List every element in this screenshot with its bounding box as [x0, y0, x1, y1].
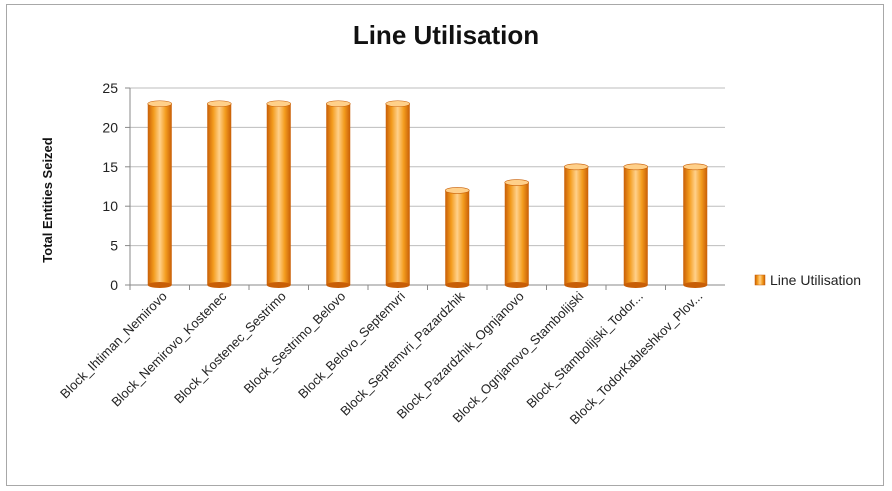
bar-base — [147, 282, 172, 288]
bar-cap — [623, 163, 649, 171]
bar — [385, 100, 411, 288]
bar — [147, 100, 173, 288]
bar-base — [207, 282, 232, 288]
bar — [266, 100, 292, 288]
x-category-label: Block_Stambolijski_Todor... — [523, 289, 646, 412]
bar-body — [564, 166, 589, 285]
y-tick-label: 15 — [102, 159, 118, 175]
bar — [563, 163, 589, 288]
bar — [623, 163, 649, 288]
bar — [504, 179, 530, 288]
bar-base — [326, 282, 351, 288]
chart-title: Line Utilisation — [352, 20, 540, 50]
y-tick-label: 20 — [102, 119, 118, 135]
bar-cap — [385, 100, 411, 108]
bar — [682, 163, 708, 288]
legend-swatch — [754, 274, 766, 286]
y-tick-label: 10 — [102, 198, 118, 214]
bar-cap — [325, 100, 351, 108]
bar-cap — [563, 163, 589, 171]
bar-body — [385, 103, 410, 285]
bar-base — [623, 282, 648, 288]
bar-cap — [147, 100, 173, 108]
bar-cap — [444, 187, 470, 194]
bar-body — [504, 182, 529, 285]
bar-base — [683, 282, 708, 288]
bar-base — [504, 282, 529, 288]
y-tick-label: 25 — [102, 80, 118, 96]
bar-body — [207, 103, 232, 285]
bar-body — [326, 103, 351, 285]
bar-cap — [206, 100, 232, 108]
x-category-label: Block_Belovo_Septemvri — [295, 288, 408, 401]
x-category-label: Block_Nemirovo_Kostenec — [108, 288, 229, 409]
bar-base — [385, 282, 410, 288]
x-category-label: Block_Pazardzhik_Ognjanovo — [394, 289, 527, 422]
x-category-label: Block_TodorKableshkov_Plov... — [567, 289, 706, 428]
bar-body — [147, 103, 172, 285]
bar-body — [683, 166, 708, 285]
bar — [206, 100, 232, 288]
bar-cap — [504, 179, 530, 186]
bar-cap — [682, 163, 708, 171]
bar-body — [445, 190, 470, 285]
x-category-label: Block_Ihtiman_Nemirovo — [57, 289, 170, 402]
bar — [444, 187, 470, 288]
bar — [325, 100, 351, 288]
bar-body — [266, 103, 291, 285]
y-axis-label: Total Entities Seized — [40, 137, 55, 263]
x-category-label: Block_Kostenec_Sestrimo — [171, 289, 289, 407]
bar-body — [623, 166, 648, 285]
x-category-label: Block_Septemvri_Pazardzhik — [337, 288, 468, 419]
legend-label: Line Utilisation — [770, 272, 861, 288]
bar-base — [564, 282, 589, 288]
bar-base — [445, 282, 470, 288]
x-category-label: Block_Sestrimo_Belovo — [241, 289, 349, 397]
y-tick-label: 0 — [110, 277, 118, 293]
legend: Line Utilisation — [754, 272, 861, 288]
bar-base — [266, 282, 291, 288]
y-tick-label: 5 — [110, 238, 118, 254]
bar-cap — [266, 100, 292, 108]
